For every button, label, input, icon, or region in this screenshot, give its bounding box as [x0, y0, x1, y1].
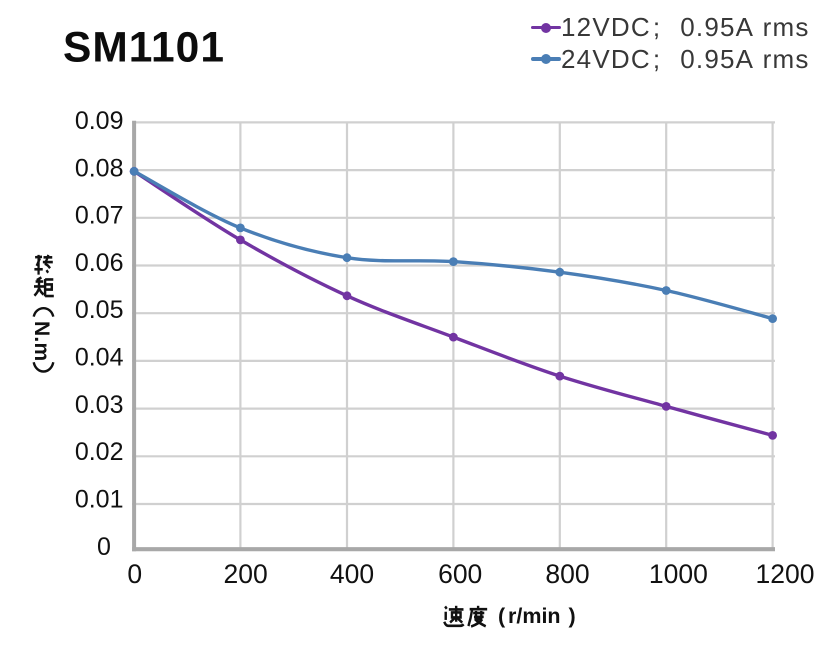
- svg-text:0.01: 0.01: [75, 485, 124, 513]
- svg-text:1000: 1000: [649, 559, 708, 589]
- svg-text:1200: 1200: [756, 559, 815, 589]
- svg-text:0.02: 0.02: [75, 438, 124, 466]
- svg-text:600: 600: [438, 559, 482, 589]
- svg-text:): ): [569, 604, 576, 628]
- svg-text:N.m: N.m: [30, 321, 53, 361]
- svg-text:0: 0: [127, 559, 142, 589]
- svg-text:0: 0: [97, 533, 111, 561]
- svg-text:200: 200: [223, 559, 267, 589]
- svg-text:0.05: 0.05: [75, 296, 124, 324]
- svg-text:SM1101: SM1101: [63, 25, 225, 72]
- svg-text:0.08: 0.08: [75, 155, 124, 183]
- svg-text:(: (: [498, 604, 506, 628]
- svg-text:800: 800: [545, 559, 589, 589]
- svg-text:0.06: 0.06: [75, 249, 124, 277]
- svg-text:0.09: 0.09: [75, 107, 124, 135]
- svg-text:0.04: 0.04: [75, 344, 124, 372]
- svg-text:r/min: r/min: [508, 604, 561, 628]
- svg-text:0.07: 0.07: [75, 202, 124, 230]
- svg-text:400: 400: [330, 559, 374, 589]
- svg-text:0.03: 0.03: [75, 391, 124, 419]
